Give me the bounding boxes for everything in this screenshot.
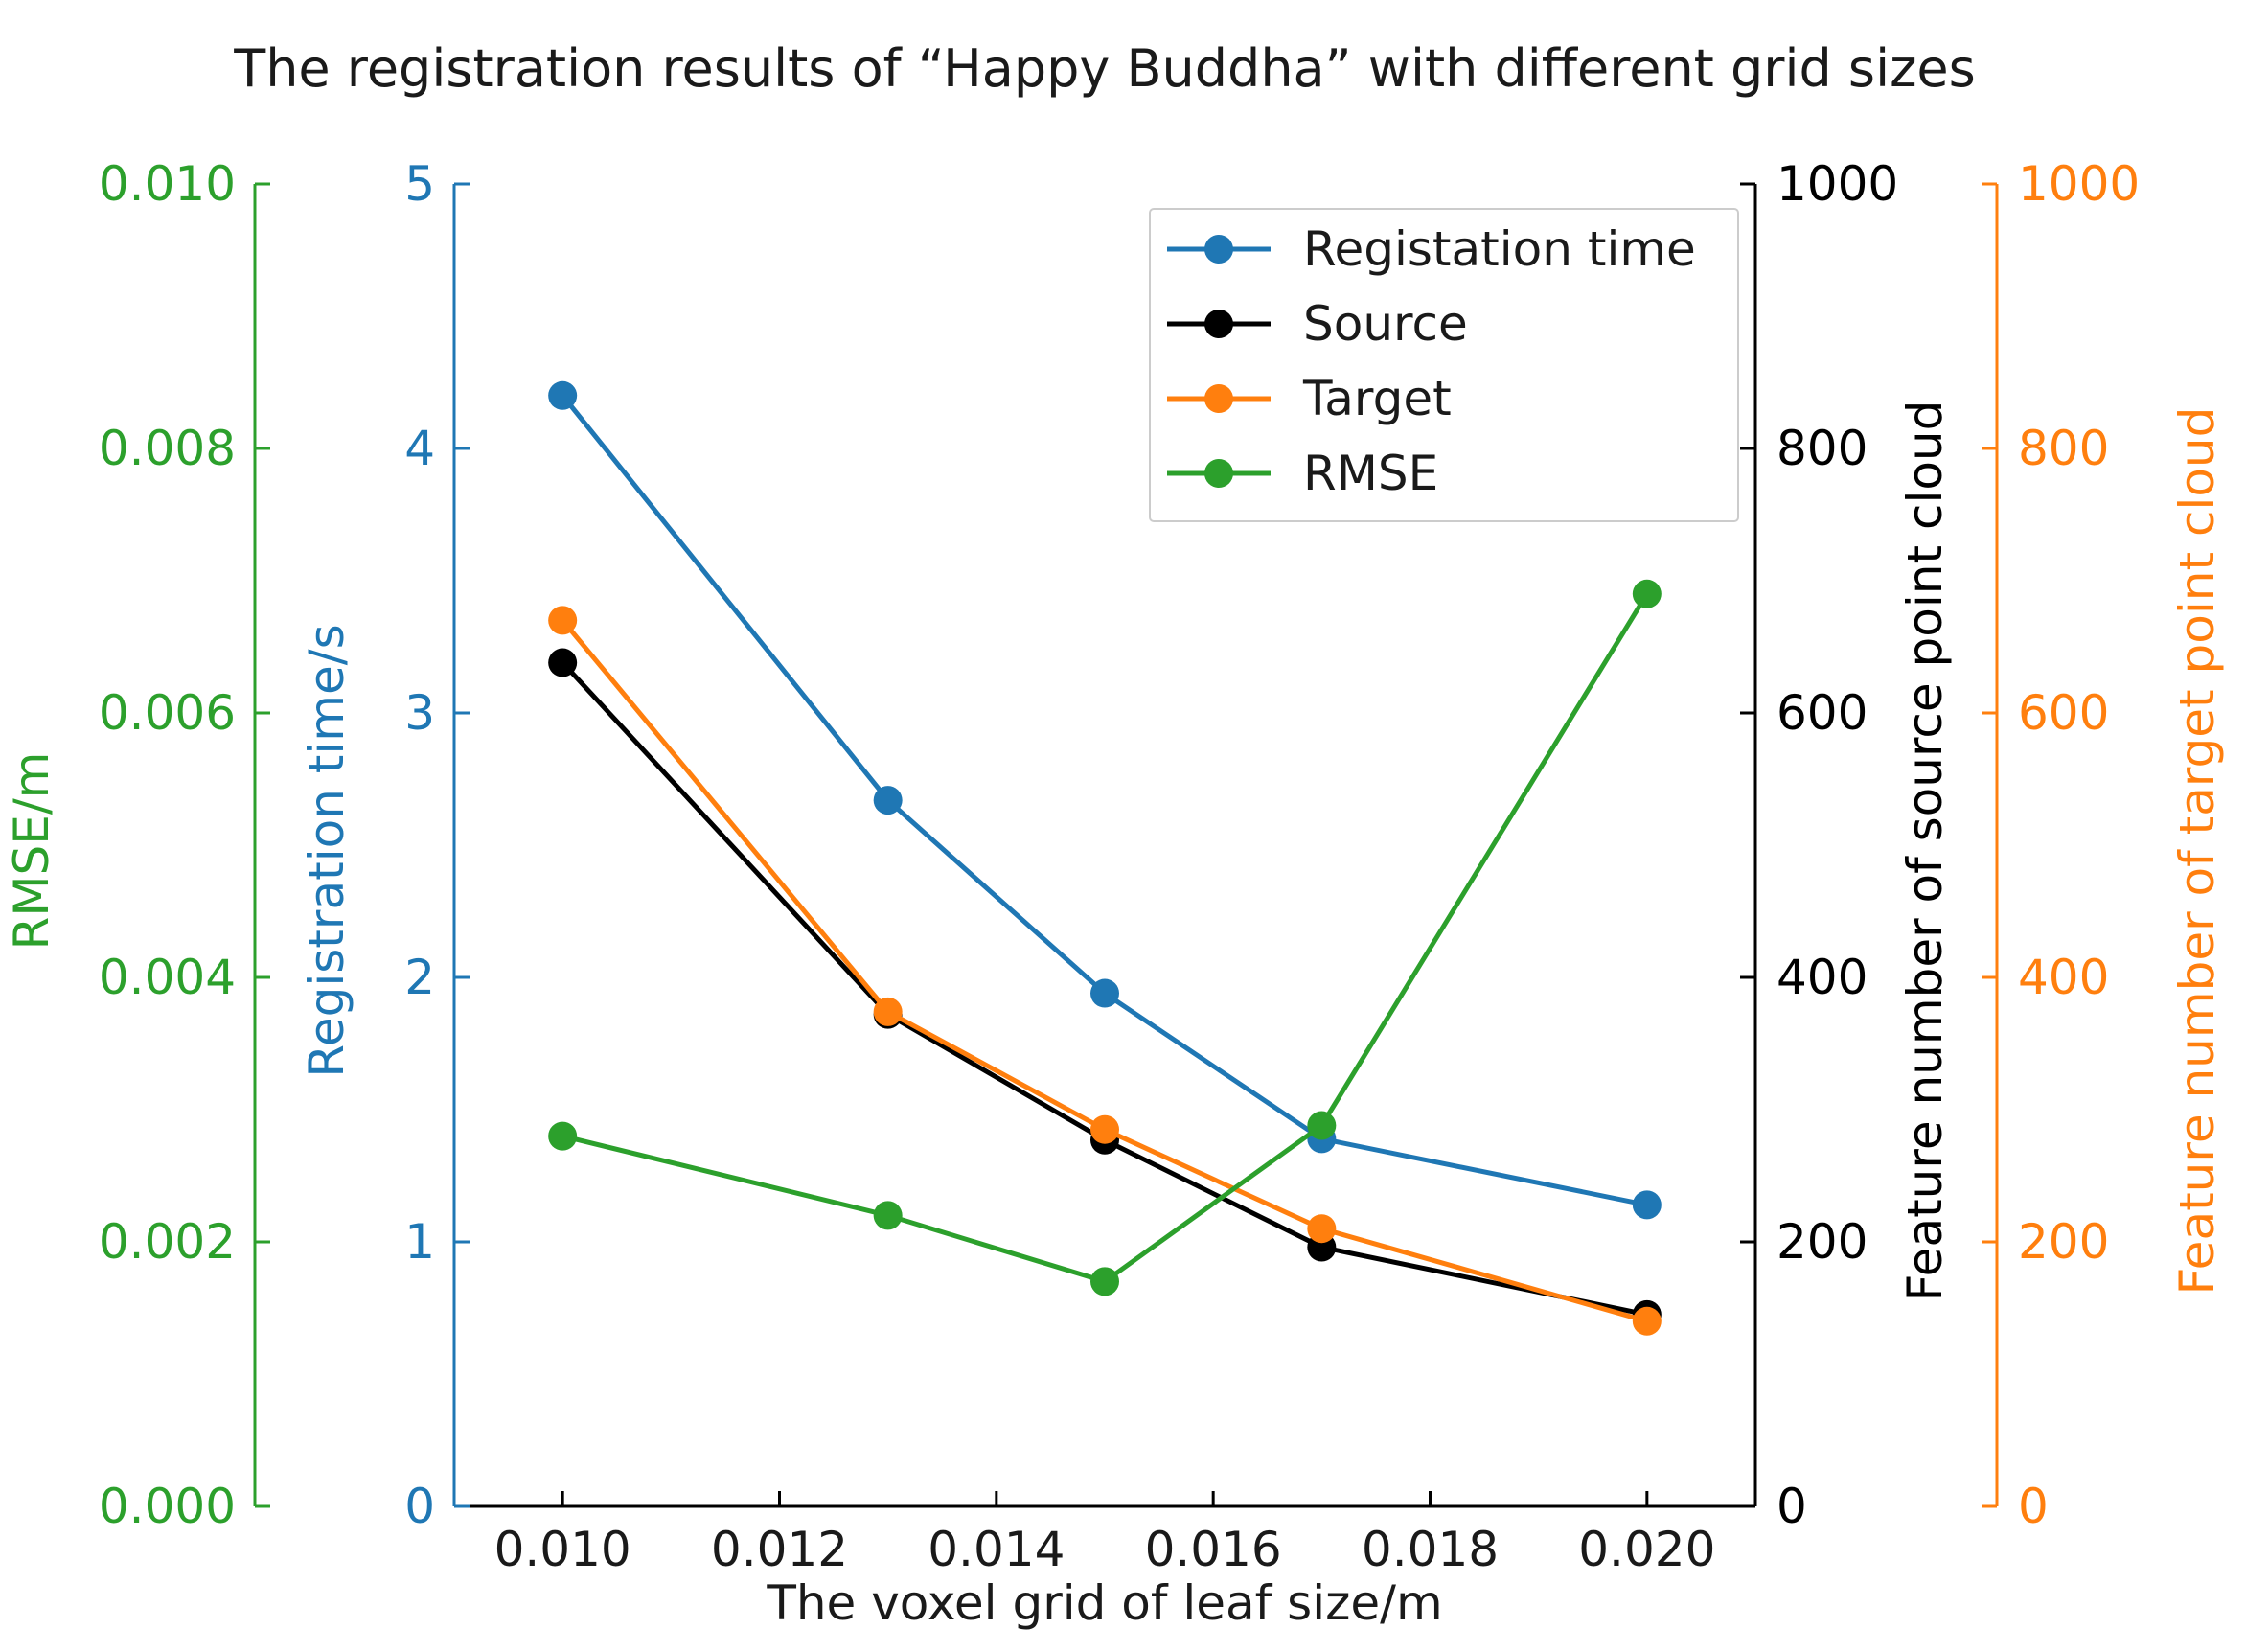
time-tick-label: 1 — [404, 1214, 435, 1270]
data-point — [548, 648, 578, 677]
data-point — [548, 380, 578, 410]
source-tick-label: 0 — [1776, 1479, 1807, 1534]
target-tick-label: 400 — [2018, 950, 2109, 1005]
legend-marker — [1204, 459, 1233, 488]
target-axis-title: Feature number of target point cloud — [2169, 407, 2225, 1296]
source-tick-label: 600 — [1776, 685, 1868, 741]
target-tick-label: 0 — [2018, 1479, 2049, 1534]
data-point — [873, 1201, 903, 1230]
time-tick-label: 2 — [404, 950, 435, 1005]
data-point — [1307, 1214, 1337, 1244]
legend-item: Registation time — [1167, 221, 1696, 277]
legend-marker — [1204, 235, 1233, 264]
target-tick-label: 800 — [2018, 421, 2109, 476]
x-tick-label: 0.016 — [1145, 1522, 1282, 1577]
data-point — [1090, 1114, 1119, 1144]
data-point — [1307, 1111, 1337, 1140]
legend-label: Source — [1303, 296, 1468, 352]
data-point — [1632, 579, 1662, 608]
data-point — [873, 786, 903, 815]
data-point — [873, 997, 903, 1026]
data-point — [1090, 978, 1119, 1008]
time-tick-label: 4 — [404, 421, 435, 476]
legend-box — [1149, 208, 1739, 522]
data-point — [1632, 1306, 1662, 1336]
series-layer — [548, 380, 1662, 1336]
source-tick-label: 1000 — [1776, 156, 1898, 212]
legend-marker — [1204, 384, 1233, 413]
rmse-axis-title: RMSE/m — [4, 752, 59, 951]
time-axis-title: Registration time/s — [299, 624, 355, 1077]
rmse-tick-label: 0.008 — [99, 421, 236, 476]
series-rmse — [548, 579, 1662, 1296]
source-tick-label: 400 — [1776, 950, 1868, 1005]
data-point — [1090, 1267, 1119, 1296]
x-tick-label: 0.010 — [494, 1522, 631, 1577]
source-axis-title: Feature number of source point cloud — [1897, 401, 1953, 1302]
legend-label: RMSE — [1303, 446, 1438, 501]
x-tick-label: 0.012 — [711, 1522, 848, 1577]
target-tick-label: 1000 — [2018, 156, 2140, 212]
time-tick-label: 0 — [404, 1479, 435, 1534]
time-tick-label: 5 — [404, 156, 435, 212]
x-tick-label: 0.014 — [928, 1522, 1065, 1577]
legend: Registation time Source Target RMSE — [1149, 208, 1739, 522]
x-tick-label: 0.020 — [1578, 1522, 1715, 1577]
legend-item: RMSE — [1167, 446, 1438, 501]
series-target — [548, 606, 1662, 1336]
legend-marker — [1204, 310, 1233, 338]
legend-label: Registation time — [1303, 221, 1696, 277]
data-point — [548, 1121, 578, 1151]
target-tick-label: 200 — [2018, 1214, 2109, 1270]
time-tick-label: 3 — [404, 685, 435, 741]
source-tick-label: 800 — [1776, 421, 1868, 476]
x-tick-label: 0.018 — [1362, 1522, 1499, 1577]
rmse-tick-label: 0.004 — [99, 950, 236, 1005]
series-line — [561, 618, 1648, 1324]
legend-label: Target — [1302, 371, 1452, 426]
legend-item: Target — [1167, 371, 1452, 426]
source-tick-label: 200 — [1776, 1214, 1868, 1270]
data-point — [548, 606, 578, 635]
rmse-tick-label: 0.002 — [99, 1214, 236, 1270]
rmse-tick-label: 0.006 — [99, 685, 236, 741]
axes: 0.010 0.012 0.014 0.016 0.018 0.020 0.000 0.002… — [4, 156, 2225, 1577]
rmse-tick-label: 0.000 — [99, 1479, 236, 1534]
x-axis-title: The voxel grid of leaf size/m — [766, 1575, 1442, 1631]
target-tick-label: 600 — [2018, 685, 2109, 741]
series-line — [562, 592, 1649, 1284]
rmse-tick-label: 0.010 — [99, 156, 236, 212]
legend-item: Source — [1167, 296, 1468, 352]
data-point — [1632, 1190, 1662, 1220]
chart-title: The registration results of “Happy Buddh… — [233, 38, 1976, 99]
